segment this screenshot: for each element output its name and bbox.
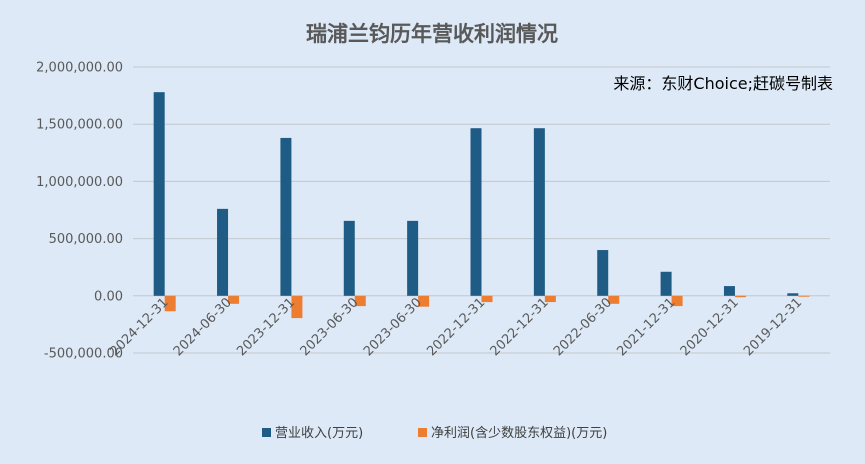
legend-swatch: [418, 428, 427, 437]
net-profit-bar: [354, 295, 366, 307]
net-profit-bar: [228, 295, 240, 304]
x-tick-label: 2024-12-31: [107, 295, 171, 359]
net-profit-bar: [164, 295, 176, 312]
x-tick-label: 2022-12-31: [488, 295, 552, 359]
net-profit-bar: [734, 295, 746, 298]
x-tick-label: 2023-12-31: [234, 295, 298, 359]
revenue-bar: [407, 220, 419, 296]
net-profit-bar: [608, 295, 620, 304]
x-tick-label: 2024-06-30: [171, 295, 235, 359]
y-axis: 2,000,000.00 1,500,000.00 1,000,000.00 500,…: [36, 61, 123, 362]
revenue-bar: [660, 271, 672, 296]
x-tick-label: 2023-06-30: [298, 295, 362, 359]
net-profit-bar: [481, 295, 493, 303]
bars: [153, 92, 810, 319]
revenue-bar: [470, 128, 482, 296]
net-profit-bar: [544, 295, 556, 303]
revenue-bar: [787, 293, 799, 296]
legend-label: 营业收入(万元): [275, 426, 363, 441]
chart-title: 瑞浦兰钧历年营收利润情况: [306, 22, 558, 46]
y-tick-label: -500,000.00: [44, 347, 123, 362]
legend-swatch: [262, 428, 271, 437]
y-tick-label: 1,000,000.00: [36, 175, 123, 190]
revenue-bar: [723, 286, 735, 296]
y-tick-label: 1,500,000.00: [36, 118, 123, 133]
legend: 营业收入(万元) 净利润(含少数股东权益)(万元): [262, 425, 607, 441]
revenue-bar: [597, 250, 609, 296]
net-profit-bar: [671, 295, 683, 307]
y-tick-label: 0.00: [94, 289, 123, 304]
x-tick-label: 2019-12-31: [741, 295, 805, 359]
y-tick-label: 2,000,000.00: [36, 61, 123, 76]
revenue-bar: [343, 220, 355, 296]
net-profit-bar: [418, 295, 430, 307]
y-tick-label: 500,000.00: [49, 232, 123, 247]
x-tick-label: 2023-06-30: [361, 295, 425, 359]
x-tick-label: 2021-12-31: [614, 295, 678, 359]
legend-label: 净利润(含少数股东权益)(万元): [431, 425, 607, 441]
x-axis: 2024-12-31 2024-06-30 2023-12-31 2023-06-30…: [107, 295, 805, 359]
x-tick-label: 2022-06-30: [551, 295, 615, 359]
source-annotation: 来源：东财Choice;赶碳号制表: [613, 74, 833, 93]
revenue-bar: [533, 128, 545, 296]
revenue-bar: [217, 208, 229, 296]
net-profit-bar: [291, 295, 303, 319]
revenue-bar: [280, 137, 292, 296]
net-profit-bar: [798, 295, 810, 297]
revenue-bar: [153, 92, 165, 296]
x-tick-label: 2022-12-31: [424, 295, 488, 359]
x-tick-label: 2020-12-31: [678, 295, 742, 359]
